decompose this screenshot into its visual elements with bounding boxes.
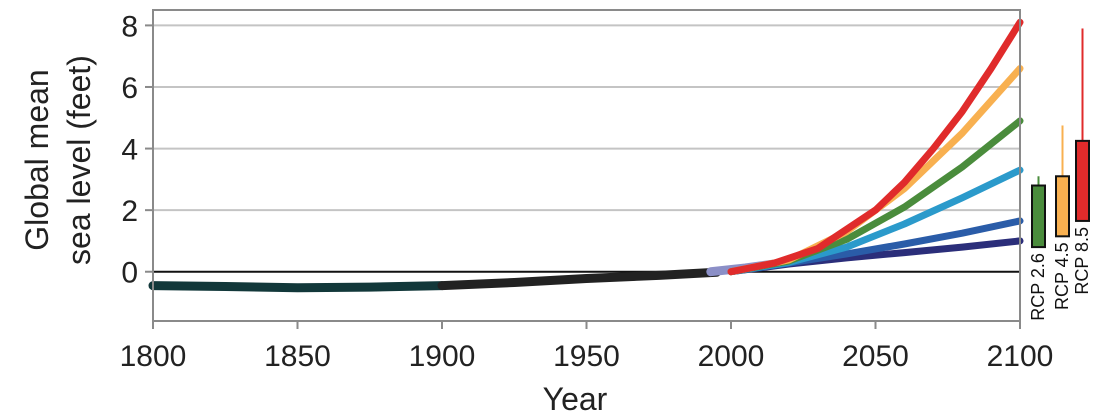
rcp-boxes: RCP 2.6 RCP 4.5 RCP 8.5 [1028, 28, 1092, 321]
rcp-label-0: RCP 2.6 [1028, 253, 1048, 321]
y-tick-label-2: 4 [121, 134, 138, 167]
y-tick-label-0: 0 [121, 257, 138, 290]
x-tick-label-5: 2050 [842, 340, 909, 373]
y-axis-label-line-1: Global mean [19, 69, 55, 250]
x-tick-label-2: 1900 [409, 340, 476, 373]
historical-line-1 [437, 267, 722, 291]
y-tick-label-1: 2 [121, 195, 138, 228]
y-axis-label-line-2: sea level (feet) [61, 55, 97, 265]
historical-line-0 [148, 281, 447, 293]
ticks-layer: 1800 1850 1900 1950 2000 2050 2100 0 2 4 6 8 [120, 10, 1054, 373]
x-tick-label-6: 2100 [987, 340, 1054, 373]
x-tick-label-3: 1950 [553, 340, 620, 373]
x-axis-label: Year [543, 381, 608, 417]
series-layer [148, 18, 1024, 293]
projection-line-4 [727, 65, 1024, 276]
x-tick-label-4: 2000 [698, 340, 765, 373]
grid-layer [153, 24, 1020, 212]
rcp-box-1 [1055, 175, 1070, 238]
y-tick-label-4: 8 [121, 10, 138, 43]
projection-line-5 [727, 18, 1024, 276]
x-tick-label-0: 1800 [120, 340, 187, 373]
x-tick-label-1: 1850 [264, 340, 331, 373]
rcp-box-2 [1075, 139, 1090, 222]
y-tick-label-3: 6 [121, 72, 138, 105]
rcp-box-0 [1031, 184, 1046, 249]
rcp-label-1: RCP 4.5 [1052, 242, 1072, 310]
rcp-label-2: RCP 8.5 [1072, 227, 1092, 295]
